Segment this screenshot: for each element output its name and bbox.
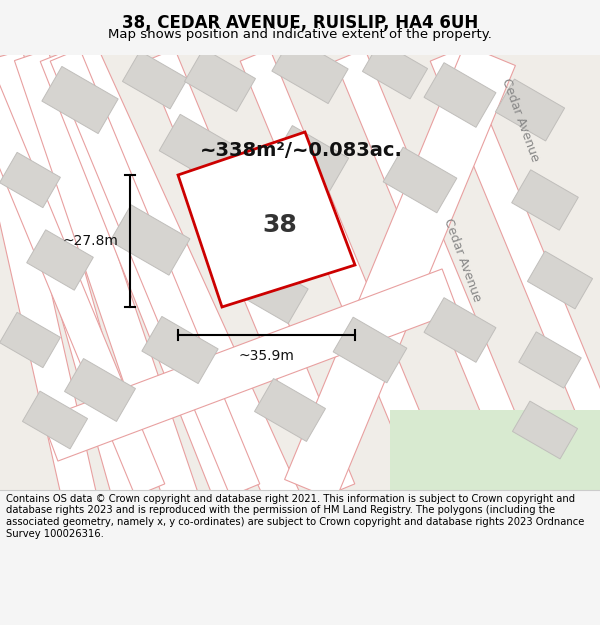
Polygon shape xyxy=(284,44,515,501)
Text: Cedar Avenue: Cedar Avenue xyxy=(441,216,483,304)
Polygon shape xyxy=(14,49,199,506)
Polygon shape xyxy=(159,114,241,186)
Polygon shape xyxy=(145,49,355,496)
Polygon shape xyxy=(0,312,61,368)
Polygon shape xyxy=(26,230,94,290)
Polygon shape xyxy=(333,317,407,383)
Polygon shape xyxy=(178,132,355,307)
Polygon shape xyxy=(42,66,118,134)
Polygon shape xyxy=(232,256,308,324)
Polygon shape xyxy=(66,48,300,508)
Polygon shape xyxy=(424,62,496,127)
Text: ~338m²/~0.083ac.: ~338m²/~0.083ac. xyxy=(200,141,403,159)
Polygon shape xyxy=(271,126,349,194)
Polygon shape xyxy=(335,49,545,496)
Polygon shape xyxy=(240,49,450,496)
Text: ~27.8m: ~27.8m xyxy=(62,234,118,248)
Text: Map shows position and indicative extent of the property.: Map shows position and indicative extent… xyxy=(108,28,492,41)
Polygon shape xyxy=(142,316,218,384)
Polygon shape xyxy=(0,152,61,208)
Polygon shape xyxy=(40,49,249,506)
Polygon shape xyxy=(50,49,260,496)
Text: Contains OS data © Crown copyright and database right 2021. This information is : Contains OS data © Crown copyright and d… xyxy=(6,494,584,539)
Polygon shape xyxy=(110,205,190,275)
Polygon shape xyxy=(65,359,136,421)
Polygon shape xyxy=(272,36,348,104)
Polygon shape xyxy=(42,269,458,461)
Polygon shape xyxy=(122,51,188,109)
Polygon shape xyxy=(512,401,578,459)
Polygon shape xyxy=(185,49,256,111)
Polygon shape xyxy=(0,50,148,505)
Polygon shape xyxy=(0,49,165,496)
Polygon shape xyxy=(0,51,97,504)
Text: 38, CEDAR AVENUE, RUISLIP, HA4 6UH: 38, CEDAR AVENUE, RUISLIP, HA4 6UH xyxy=(122,14,478,32)
Polygon shape xyxy=(496,79,565,141)
Polygon shape xyxy=(383,147,457,213)
Bar xyxy=(390,410,600,490)
Polygon shape xyxy=(22,391,88,449)
Text: Cedar Avenue: Cedar Avenue xyxy=(499,76,541,164)
Polygon shape xyxy=(527,251,593,309)
Polygon shape xyxy=(519,332,581,388)
Text: ~35.9m: ~35.9m xyxy=(239,349,295,363)
Text: 38: 38 xyxy=(263,213,298,237)
Polygon shape xyxy=(254,379,325,441)
Polygon shape xyxy=(362,41,428,99)
Polygon shape xyxy=(424,298,496,362)
Polygon shape xyxy=(430,49,600,496)
Polygon shape xyxy=(512,170,578,230)
